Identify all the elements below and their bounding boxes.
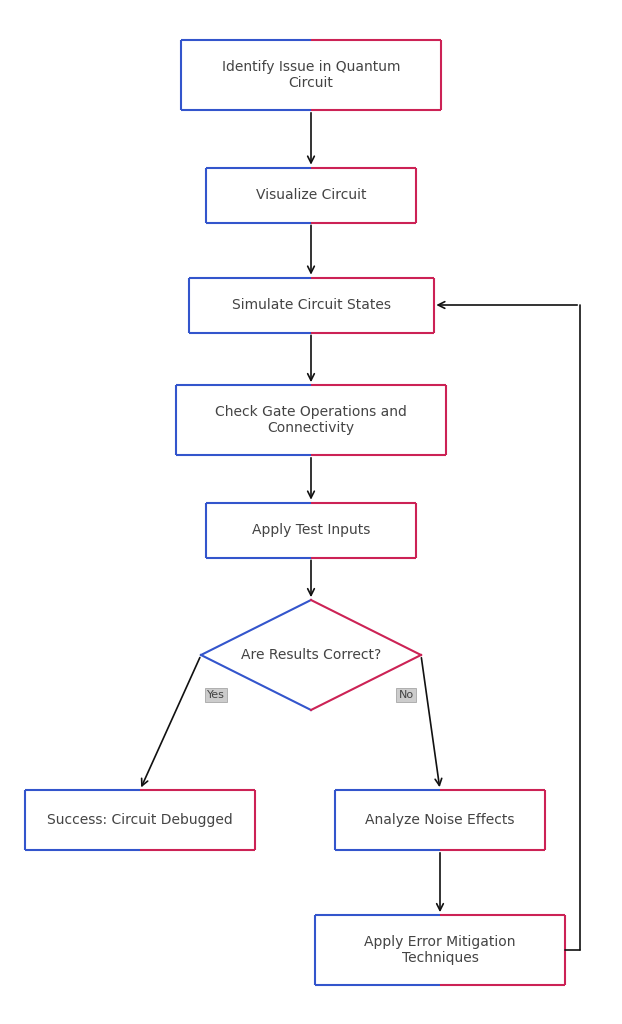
FancyBboxPatch shape xyxy=(25,790,255,850)
Text: Success: Circuit Debugged: Success: Circuit Debugged xyxy=(47,813,233,827)
Text: Analyze Noise Effects: Analyze Noise Effects xyxy=(365,813,515,827)
Text: Simulate Circuit States: Simulate Circuit States xyxy=(231,298,391,312)
FancyBboxPatch shape xyxy=(315,915,565,985)
FancyBboxPatch shape xyxy=(181,40,441,110)
FancyBboxPatch shape xyxy=(206,168,416,222)
FancyBboxPatch shape xyxy=(206,503,416,557)
Text: Visualize Circuit: Visualize Circuit xyxy=(256,188,366,202)
FancyBboxPatch shape xyxy=(188,278,434,333)
Text: Identify Issue in Quantum
Circuit: Identify Issue in Quantum Circuit xyxy=(222,59,400,90)
Text: Apply Test Inputs: Apply Test Inputs xyxy=(252,523,370,537)
FancyBboxPatch shape xyxy=(335,790,545,850)
FancyBboxPatch shape xyxy=(176,385,446,455)
Text: Yes: Yes xyxy=(207,690,225,700)
Text: Apply Error Mitigation
Techniques: Apply Error Mitigation Techniques xyxy=(364,935,516,965)
Polygon shape xyxy=(201,600,421,710)
Text: Are Results Correct?: Are Results Correct? xyxy=(241,648,381,662)
Text: No: No xyxy=(399,690,414,700)
Text: Check Gate Operations and
Connectivity: Check Gate Operations and Connectivity xyxy=(215,404,407,435)
